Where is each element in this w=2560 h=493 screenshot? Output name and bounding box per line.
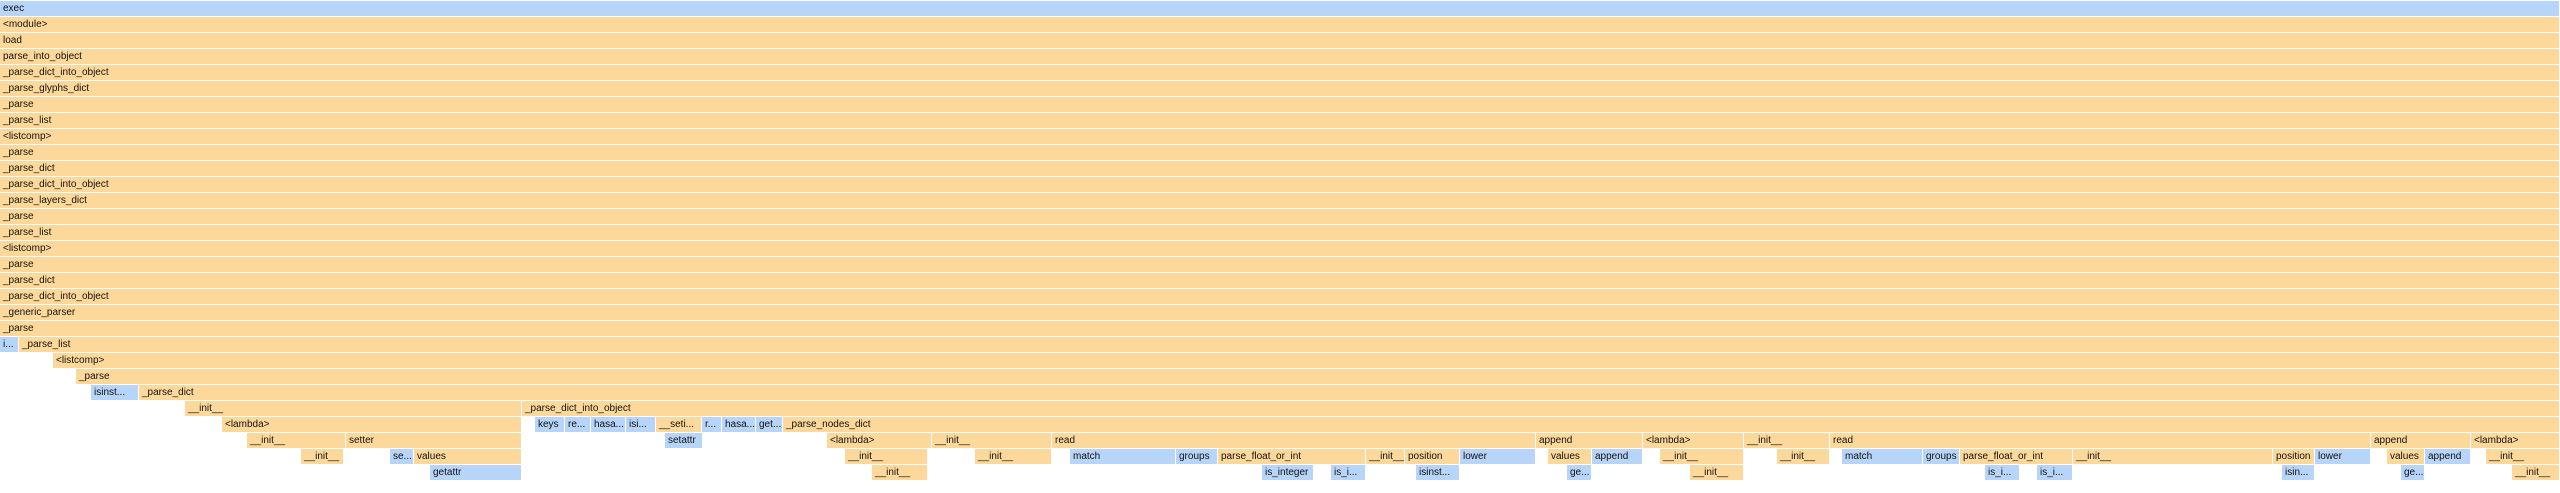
stack-frame[interactable]: __init__ <box>2073 449 2273 464</box>
stack-frame[interactable]: re... <box>565 417 591 432</box>
stack-frame[interactable]: <lambda> <box>1643 433 1744 448</box>
stack-frame[interactable]: _parse_glyphs_dict <box>0 81 2560 96</box>
stack-frame[interactable]: _parse_dict_into_object <box>0 65 2560 80</box>
stack-frame[interactable]: _parse <box>0 321 2560 336</box>
stack-frame[interactable]: _parse_dict <box>0 161 2560 176</box>
stack-frame[interactable]: values <box>1548 449 1592 464</box>
stack-frame[interactable]: setter <box>346 433 522 448</box>
stack-frame[interactable]: append <box>2371 433 2471 448</box>
stack-frame[interactable]: __init__ <box>1660 449 1744 464</box>
stack-frame[interactable]: __init__ <box>932 433 1052 448</box>
stack-frame[interactable]: _parse <box>0 209 2560 224</box>
stack-frame[interactable]: <lambda> <box>2471 433 2560 448</box>
stack-frame[interactable]: _parse_dict_into_object <box>522 401 2560 416</box>
stack-frame[interactable]: isi... <box>626 417 656 432</box>
stack-frame[interactable]: read <box>1052 433 1536 448</box>
stack-frame[interactable]: isinst... <box>91 385 139 400</box>
stack-frame[interactable]: position <box>2273 449 2315 464</box>
stack-frame[interactable]: is_i... <box>2037 465 2073 480</box>
stack-frame[interactable]: parse_into_object <box>0 49 2560 64</box>
stack-frame[interactable]: __init__ <box>975 449 1052 464</box>
stack-frame[interactable]: keys <box>535 417 565 432</box>
stack-frame[interactable]: values <box>414 449 522 464</box>
stack-frame[interactable]: _parse_nodes_dict <box>783 417 2560 432</box>
stack-frame[interactable]: __init__ <box>1777 449 1830 464</box>
stack-frame[interactable]: _parse_dict_into_object <box>0 289 2560 304</box>
stack-frame[interactable]: lower <box>2315 449 2371 464</box>
stack-frame[interactable]: append <box>1536 433 1643 448</box>
stack-frame[interactable]: __init__ <box>2512 465 2560 480</box>
stack-frame[interactable]: __seti... <box>656 417 702 432</box>
stack-frame[interactable]: ge... <box>2401 465 2425 480</box>
stack-frame[interactable]: position <box>1405 449 1460 464</box>
stack-frame[interactable]: groups <box>1923 449 1960 464</box>
stack-frame[interactable]: _parse_dict <box>139 385 2560 400</box>
stack-frame[interactable]: match <box>1070 449 1176 464</box>
stack-frame[interactable]: read <box>1830 433 2371 448</box>
stack-frame[interactable]: __init__ <box>247 433 346 448</box>
stack-frame[interactable]: isin... <box>2282 465 2315 480</box>
stack-frame[interactable]: se... <box>390 449 414 464</box>
stack-frame[interactable]: _parse_list <box>0 113 2560 128</box>
stack-frame[interactable]: exec <box>0 1 2560 16</box>
stack-frame[interactable]: __init__ <box>301 449 344 464</box>
stack-frame[interactable]: _parse_list <box>19 337 2560 352</box>
stack-frame[interactable]: <lambda> <box>222 417 522 432</box>
stack-frame[interactable]: __init__ <box>2486 449 2560 464</box>
stack-frame[interactable]: <module> <box>0 17 2560 32</box>
stack-frame[interactable]: __init__ <box>1744 433 1830 448</box>
stack-frame[interactable]: _parse <box>76 369 2560 384</box>
stack-frame[interactable]: _parse <box>0 257 2560 272</box>
stack-frame[interactable]: hasa... <box>591 417 626 432</box>
stack-frame[interactable]: ge... <box>1567 465 1592 480</box>
stack-frame[interactable]: groups <box>1176 449 1218 464</box>
stack-frame[interactable]: append <box>2425 449 2471 464</box>
stack-frame[interactable]: __init__ <box>185 401 522 416</box>
stack-frame[interactable]: __init__ <box>845 449 928 464</box>
stack-frame[interactable]: get... <box>756 417 783 432</box>
stack-frame[interactable]: is_i... <box>1331 465 1366 480</box>
stack-frame[interactable]: parse_float_or_int <box>1218 449 1366 464</box>
stack-frame[interactable]: __init__ <box>1366 449 1405 464</box>
stack-frame[interactable]: values <box>2387 449 2425 464</box>
stack-frame[interactable]: match <box>1842 449 1923 464</box>
stack-frame[interactable]: _parse_dict_into_object <box>0 177 2560 192</box>
stack-frame[interactable]: isinst... <box>1416 465 1460 480</box>
stack-frame[interactable]: <listcomp> <box>0 129 2560 144</box>
stack-frame[interactable]: parse_float_or_int <box>1960 449 2073 464</box>
stack-frame[interactable]: append <box>1592 449 1643 464</box>
stack-frame[interactable]: r... <box>702 417 722 432</box>
stack-frame[interactable]: _parse_dict <box>0 273 2560 288</box>
stack-frame[interactable]: _generic_parser <box>0 305 2560 320</box>
stack-frame[interactable]: getattr <box>430 465 522 480</box>
stack-frame[interactable]: _parse <box>0 97 2560 112</box>
stack-frame[interactable]: is_integer <box>1262 465 1314 480</box>
stack-frame[interactable]: _parse <box>0 145 2560 160</box>
stack-frame[interactable]: i... <box>0 337 19 352</box>
stack-frame[interactable]: <listcomp> <box>0 241 2560 256</box>
stack-frame[interactable]: <listcomp> <box>53 353 2560 368</box>
stack-frame[interactable]: _parse_list <box>0 225 2560 240</box>
stack-frame[interactable]: lower <box>1460 449 1536 464</box>
stack-frame[interactable]: _parse_layers_dict <box>0 193 2560 208</box>
stack-frame[interactable]: __init__ <box>1690 465 1744 480</box>
stack-frame[interactable]: setattr <box>665 433 703 448</box>
stack-frame[interactable]: load <box>0 33 2560 48</box>
stack-frame[interactable]: __init__ <box>872 465 928 480</box>
stack-frame[interactable]: <lambda> <box>827 433 932 448</box>
stack-frame[interactable]: hasa... <box>722 417 756 432</box>
stack-frame[interactable]: is_i... <box>1985 465 2020 480</box>
